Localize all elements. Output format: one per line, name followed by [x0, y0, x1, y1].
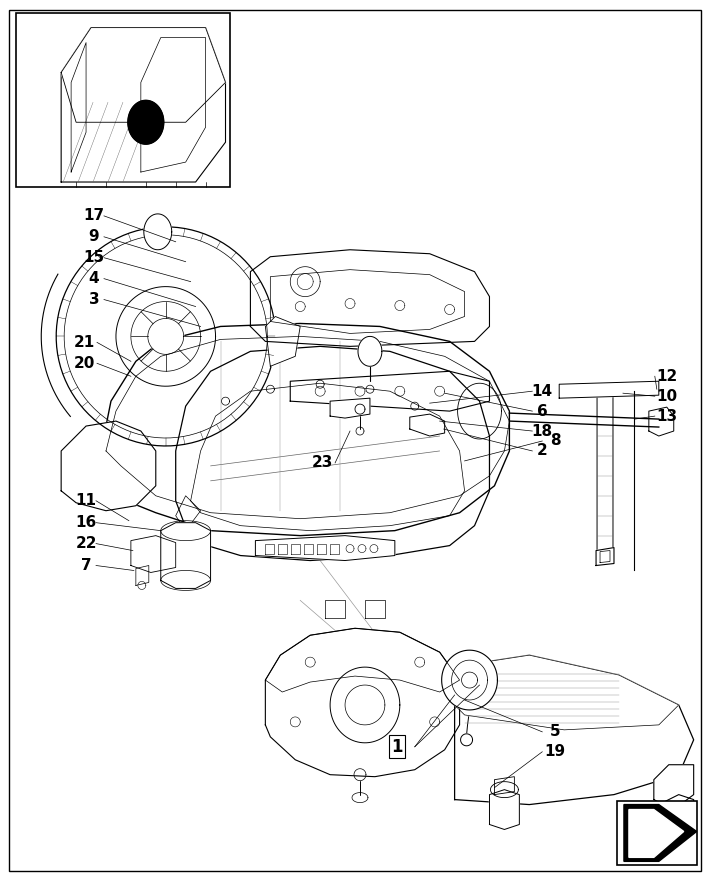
Text: 6: 6 [537, 403, 547, 418]
Text: 19: 19 [545, 744, 566, 759]
Text: 15: 15 [84, 250, 104, 265]
Polygon shape [251, 249, 489, 346]
Text: 3: 3 [89, 292, 99, 307]
Text: 5: 5 [550, 724, 560, 739]
Polygon shape [454, 655, 679, 729]
Polygon shape [101, 323, 509, 536]
Text: 11: 11 [75, 493, 97, 508]
Polygon shape [148, 319, 184, 354]
Polygon shape [56, 226, 275, 446]
Bar [16, 12, 231, 187]
Polygon shape [136, 566, 149, 586]
Text: 22: 22 [75, 537, 97, 552]
Text: 16: 16 [75, 515, 97, 530]
Polygon shape [144, 214, 172, 249]
Polygon shape [559, 381, 659, 398]
Text: 14: 14 [532, 384, 553, 399]
Text: 17: 17 [84, 209, 104, 224]
Polygon shape [325, 600, 345, 618]
Bar [617, 801, 697, 865]
Text: 1: 1 [391, 737, 403, 756]
Polygon shape [596, 548, 614, 566]
Text: 18: 18 [532, 424, 553, 439]
Polygon shape [454, 655, 694, 804]
Polygon shape [442, 650, 498, 710]
Text: 8: 8 [550, 433, 560, 448]
Polygon shape [365, 600, 385, 618]
Polygon shape [659, 795, 694, 832]
Text: 10: 10 [656, 389, 677, 403]
Polygon shape [624, 804, 697, 862]
Polygon shape [649, 407, 674, 436]
Polygon shape [461, 734, 473, 746]
Polygon shape [654, 765, 694, 810]
Polygon shape [128, 100, 164, 144]
Text: 2: 2 [537, 443, 547, 458]
Polygon shape [266, 628, 459, 777]
Polygon shape [489, 789, 519, 830]
Text: 4: 4 [89, 271, 99, 286]
Polygon shape [61, 27, 226, 182]
Polygon shape [160, 522, 211, 589]
Text: 20: 20 [73, 356, 94, 371]
Polygon shape [629, 810, 684, 857]
Text: 9: 9 [89, 229, 99, 244]
Text: 13: 13 [656, 409, 677, 424]
Polygon shape [131, 536, 175, 573]
Polygon shape [61, 27, 226, 122]
Polygon shape [61, 421, 155, 511]
Polygon shape [358, 337, 382, 366]
Polygon shape [597, 386, 613, 556]
Polygon shape [256, 536, 395, 560]
Polygon shape [175, 346, 489, 560]
Text: 7: 7 [81, 558, 92, 573]
Polygon shape [330, 398, 370, 418]
Text: 23: 23 [312, 455, 333, 470]
Polygon shape [410, 414, 444, 436]
Polygon shape [266, 316, 300, 366]
Text: 21: 21 [73, 335, 94, 350]
Polygon shape [290, 371, 489, 411]
Text: 12: 12 [656, 369, 677, 384]
